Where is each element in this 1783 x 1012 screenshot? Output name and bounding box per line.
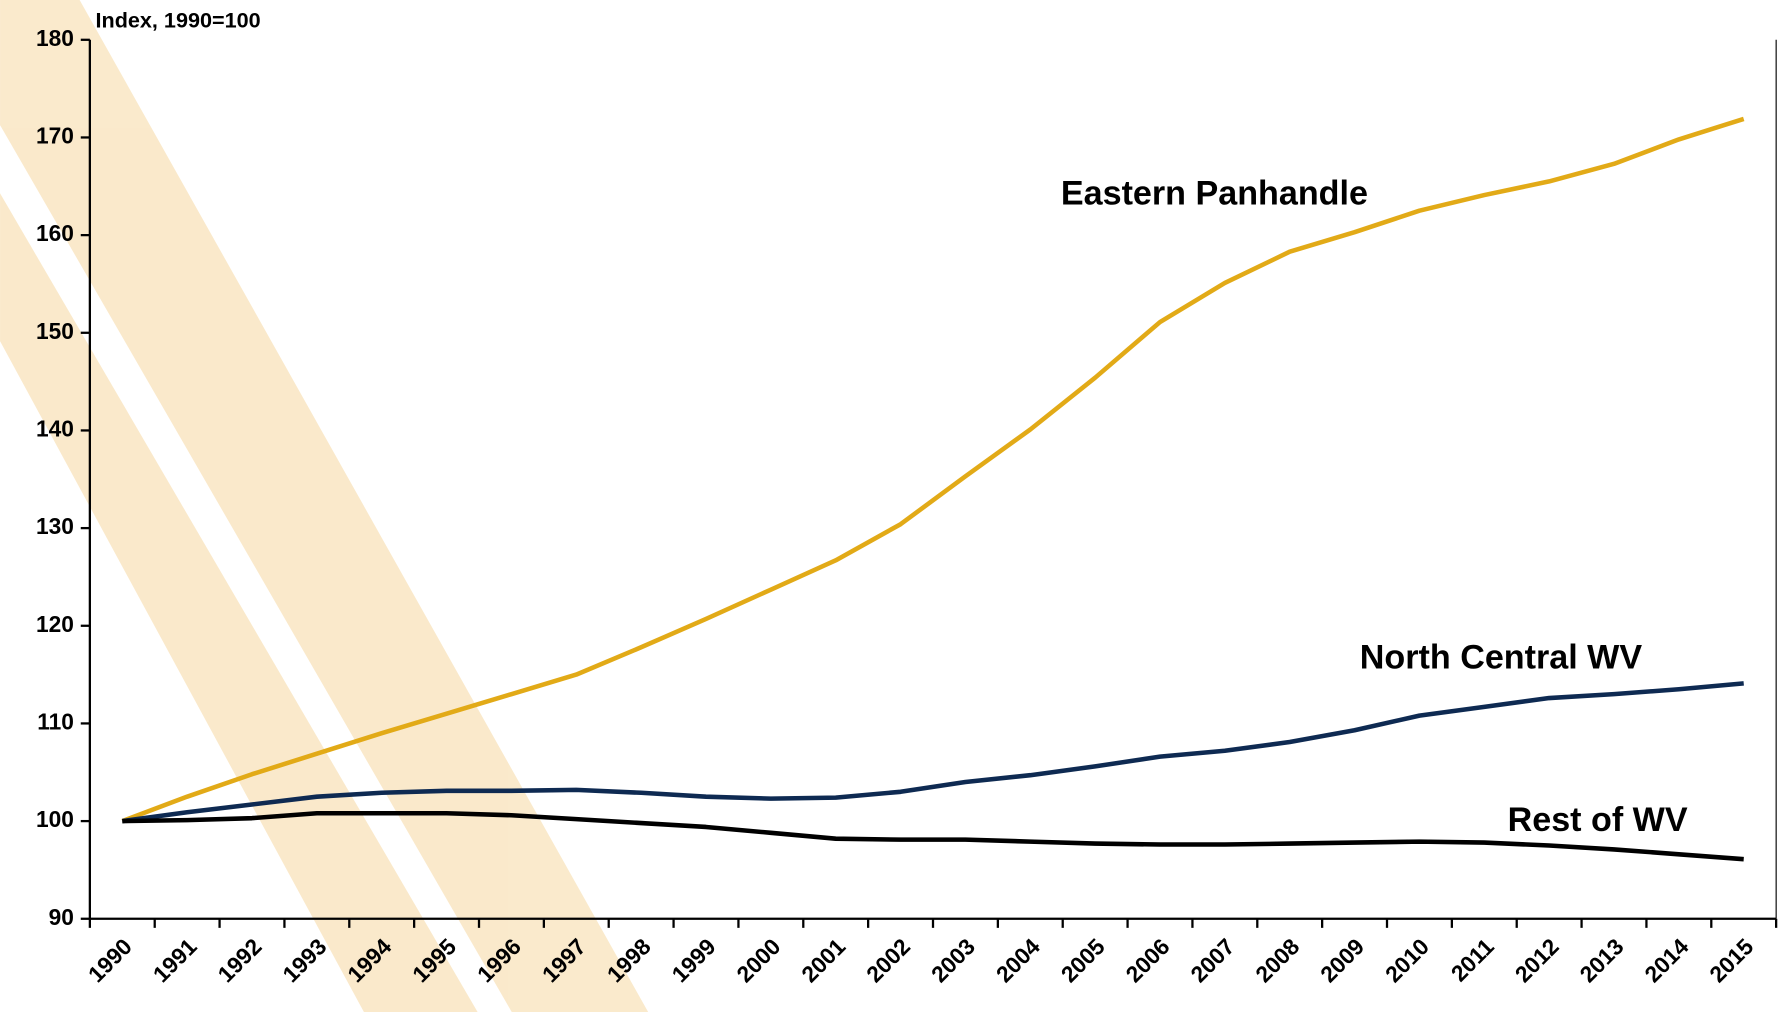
x-tick-label: 2001 xyxy=(796,933,850,987)
x-tick-label: 2015 xyxy=(1704,933,1758,987)
x-tick-label: 1993 xyxy=(277,933,331,987)
y-tick-label: 140 xyxy=(36,415,74,441)
chart: Index, 1990=100 Eastern Panhandle North … xyxy=(0,0,1783,1012)
x-tick-label: 2002 xyxy=(861,933,915,987)
series-annotation: North Central WV xyxy=(1360,639,1643,677)
x-tick-label: 2004 xyxy=(991,933,1045,987)
x-tick-label: 2003 xyxy=(926,933,980,987)
y-tick-label: 90 xyxy=(49,904,74,930)
x-tick-label: 1992 xyxy=(212,933,266,987)
x-tick-label: 2005 xyxy=(1056,933,1110,987)
x-tick-label: 2000 xyxy=(731,933,785,987)
series-annotation: Eastern Panhandle xyxy=(1061,175,1368,213)
x-tick-label: 2011 xyxy=(1446,933,1500,987)
series-annotation: Rest of WV xyxy=(1508,801,1688,839)
y-tick-label: 170 xyxy=(36,122,74,148)
y-axis-label: Index, 1990=100 xyxy=(96,7,261,32)
x-tick-label: 1991 xyxy=(148,933,202,987)
x-tick-label: 2007 xyxy=(1185,933,1239,987)
y-tick-label: 130 xyxy=(36,513,74,539)
x-tick-label: 2012 xyxy=(1510,933,1564,987)
y-tick-label: 110 xyxy=(37,708,74,734)
x-tick-label: 2008 xyxy=(1250,933,1304,987)
x-tick-label: 1999 xyxy=(666,933,720,987)
x-tick-label: 2010 xyxy=(1380,933,1434,987)
y-tick-label: 100 xyxy=(36,806,74,832)
x-tick-label: 2006 xyxy=(1120,933,1174,987)
y-tick-label: 150 xyxy=(36,318,74,344)
x-tick-label: 2009 xyxy=(1315,933,1369,987)
background-stripes xyxy=(0,0,648,1012)
y-tick-label: 120 xyxy=(36,611,74,637)
x-tick-label: 1990 xyxy=(83,933,137,987)
x-tick-label: 2014 xyxy=(1639,933,1693,987)
y-tick-label: 160 xyxy=(36,220,74,246)
y-tick-label: 180 xyxy=(36,25,74,51)
x-tick-label: 2013 xyxy=(1574,933,1628,987)
